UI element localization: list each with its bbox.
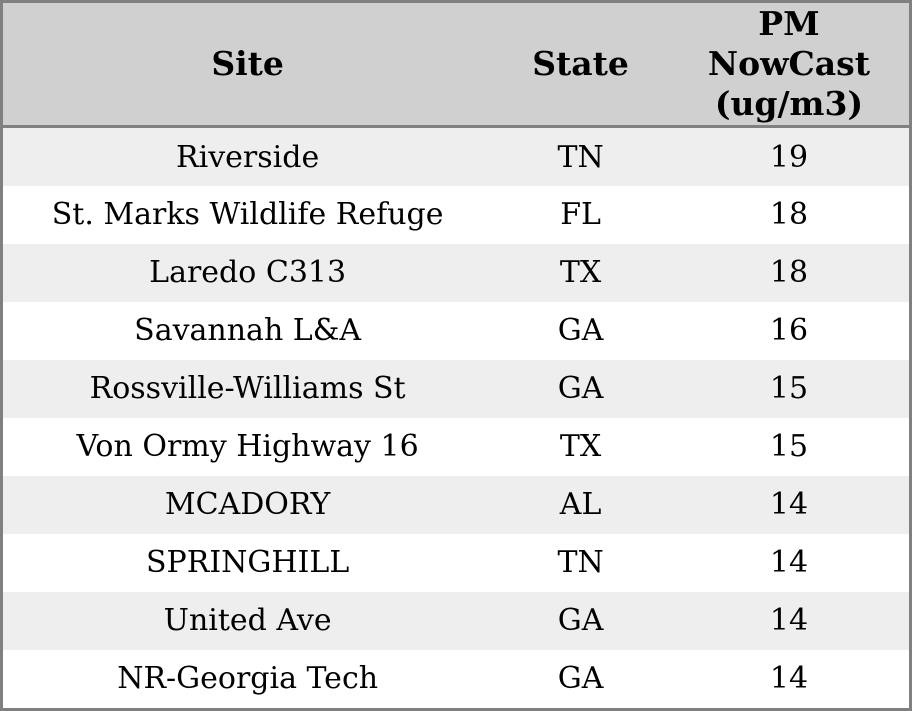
data-table: Site State PM NowCast (ug/m3) Riverside … [3, 3, 909, 708]
state-cell: AL [492, 475, 669, 534]
table-row: Savannah L&A GA 16 [3, 301, 909, 360]
site-cell: United Ave [3, 591, 493, 650]
col-header-state: State [492, 3, 669, 128]
table-row: United Ave GA 14 [3, 591, 909, 650]
state-cell: GA [492, 301, 669, 360]
table-row: Riverside TN 19 [3, 126, 909, 186]
pm-nowcast-cell: 14 [668, 591, 909, 650]
site-cell: Von Ormy Highway 16 [3, 417, 493, 476]
col-header-pm-nowcast: PM NowCast (ug/m3) [668, 3, 909, 128]
pm-nowcast-cell: 15 [668, 359, 909, 418]
table-row: NR-Georgia Tech GA 14 [3, 649, 909, 708]
table-body: Riverside TN 19 St. Marks Wildlife Refug… [3, 126, 909, 708]
table-row: St. Marks Wildlife Refuge FL 18 [3, 186, 909, 244]
pm-nowcast-cell: 15 [668, 417, 909, 476]
state-cell: TX [492, 243, 669, 302]
state-cell: GA [492, 591, 669, 650]
state-cell: TX [492, 417, 669, 476]
table-row: MCADORY AL 14 [3, 475, 909, 534]
table-row: SPRINGHILL TN 14 [3, 533, 909, 592]
table-row: Laredo C313 TX 18 [3, 243, 909, 302]
pm-nowcast-cell: 14 [668, 475, 909, 534]
site-cell: MCADORY [3, 475, 493, 534]
site-cell: Savannah L&A [3, 301, 493, 360]
site-cell: Laredo C313 [3, 243, 493, 302]
pm-nowcast-cell: 14 [668, 533, 909, 592]
pm-nowcast-cell: 18 [668, 186, 909, 244]
state-cell: GA [492, 359, 669, 418]
state-cell: TN [492, 533, 669, 592]
site-cell: St. Marks Wildlife Refuge [3, 186, 493, 244]
table-row: Rossville-Williams St GA 15 [3, 359, 909, 418]
site-cell: Rossville-Williams St [3, 359, 493, 418]
state-cell: FL [492, 186, 669, 244]
pm-nowcast-cell: 18 [668, 243, 909, 302]
site-cell: Riverside [3, 126, 493, 186]
pm-nowcast-cell: 14 [668, 649, 909, 708]
site-cell: NR-Georgia Tech [3, 649, 493, 708]
col-header-site: Site [3, 3, 493, 128]
table-row: Von Ormy Highway 16 TX 15 [3, 417, 909, 476]
state-cell: TN [492, 126, 669, 186]
site-cell: SPRINGHILL [3, 533, 493, 592]
header-row: Site State PM NowCast (ug/m3) [3, 3, 909, 128]
pm-nowcast-cell: 19 [668, 126, 909, 186]
state-cell: GA [492, 649, 669, 708]
table-header: Site State PM NowCast (ug/m3) [3, 3, 909, 128]
pm-nowcast-cell: 16 [668, 301, 909, 360]
